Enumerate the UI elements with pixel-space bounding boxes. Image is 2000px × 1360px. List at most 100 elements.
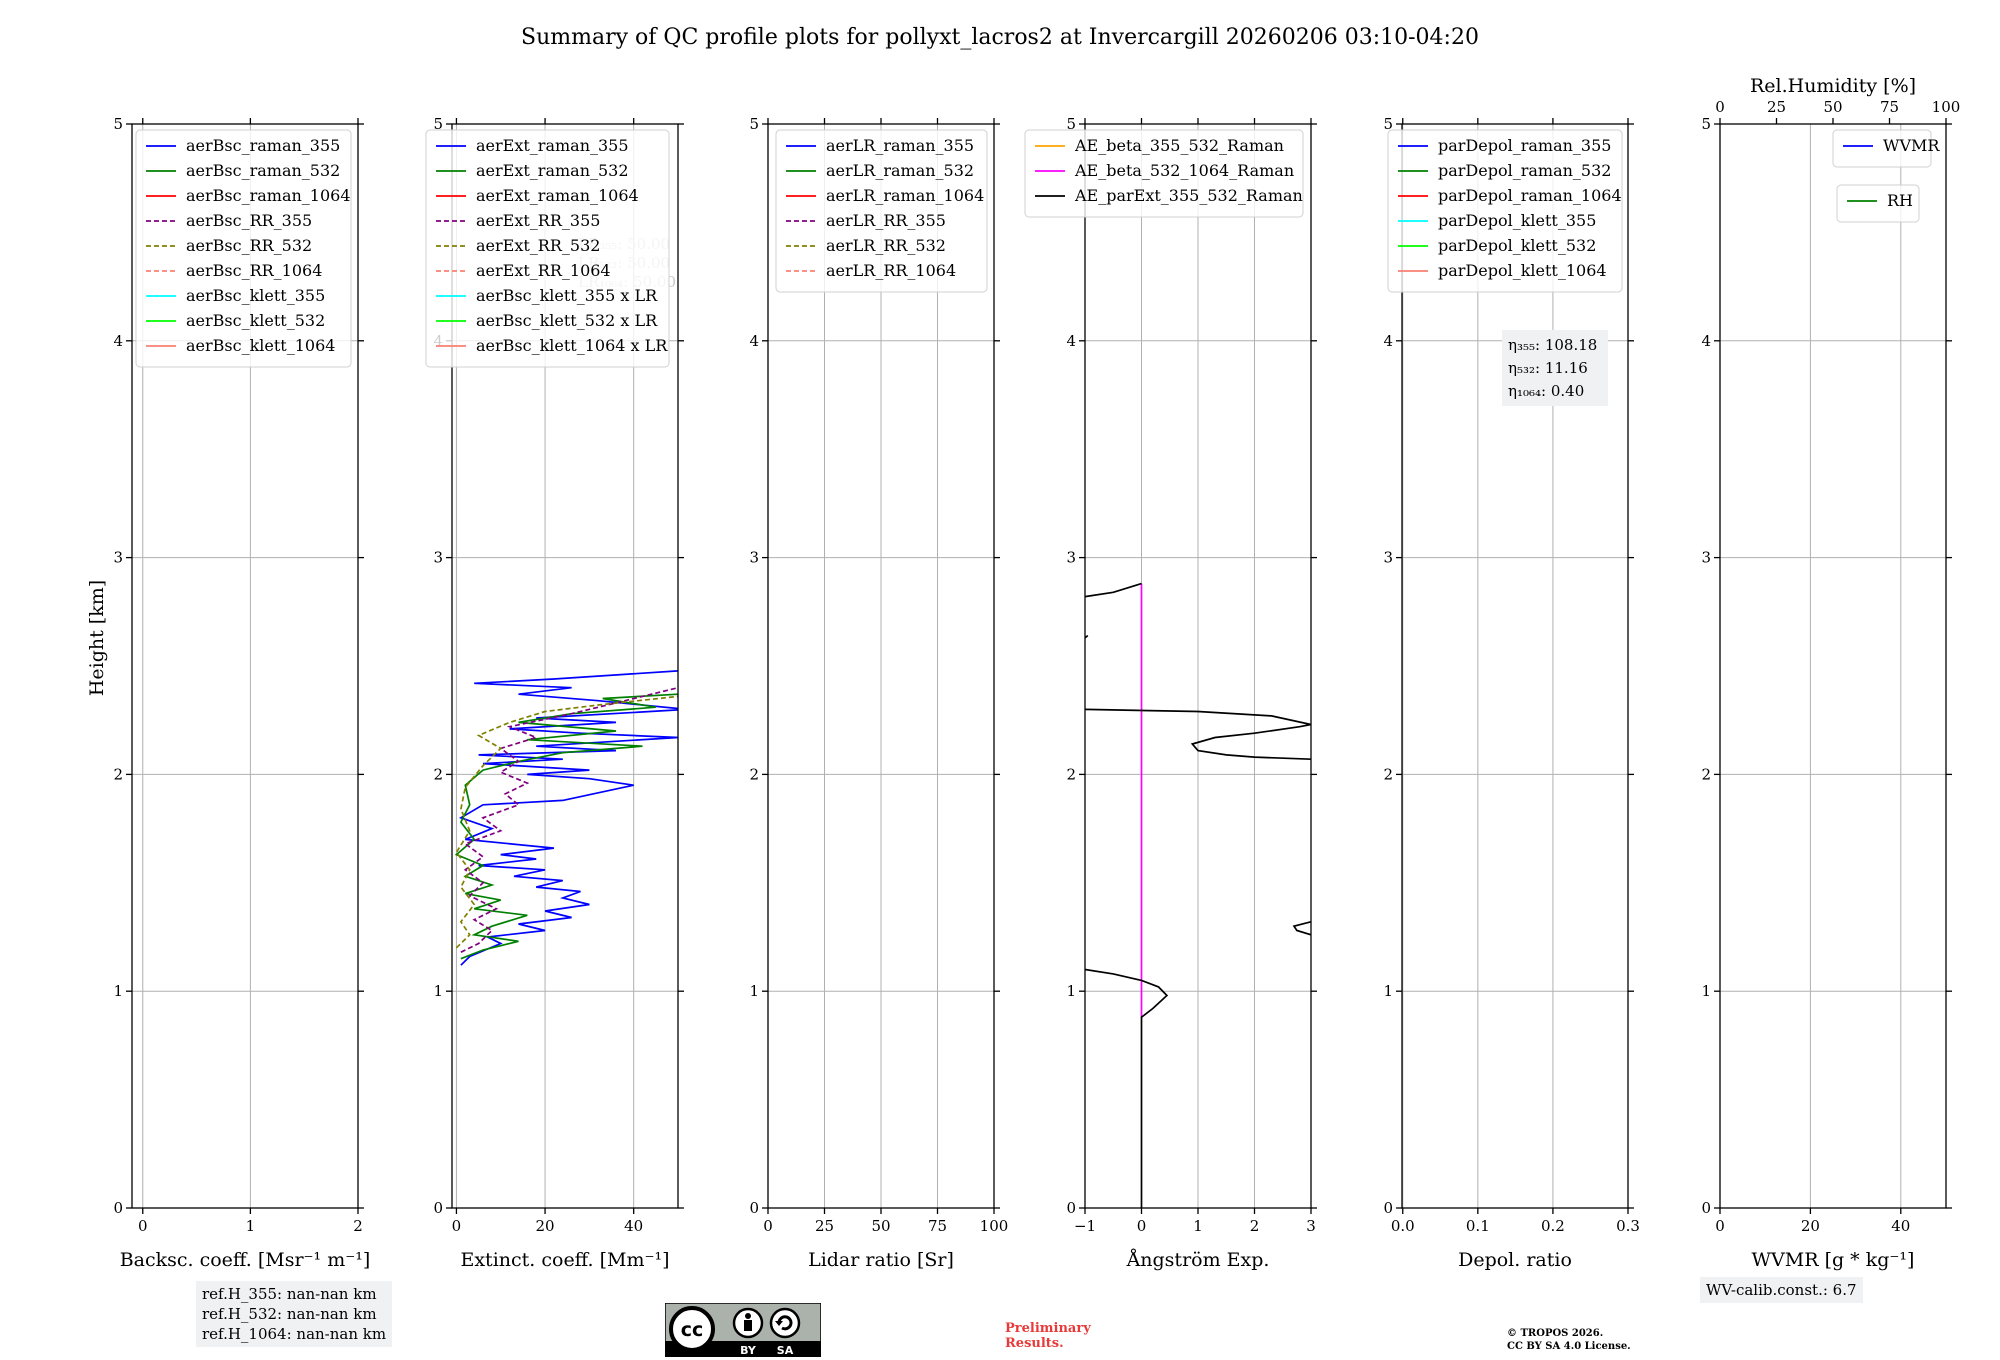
legend-label: aerBsc_klett_1064	[186, 336, 335, 355]
legend-box	[775, 129, 988, 293]
xtick-label: 0	[138, 1217, 148, 1235]
legend-label: aerBsc_klett_532 x LR	[476, 311, 658, 330]
legend: aerBsc_raman_355 aerBsc_raman_532 aerBsc_r…	[135, 129, 352, 368]
ytick-label: 4	[1383, 332, 1393, 350]
ytick-label: 4	[1066, 332, 1076, 350]
xtick-label: 0.3	[1616, 1217, 1640, 1235]
share-alike-icon	[769, 1307, 801, 1339]
legend-label: aerLR_raman_532	[826, 161, 974, 180]
legend-label: aerBsc_klett_1064 x LR	[476, 336, 668, 355]
ytick-label: 5	[749, 115, 759, 133]
legend-label: aerBsc_klett_532	[186, 311, 325, 330]
xtick-label: 0	[763, 1217, 773, 1235]
x-axis-label: WVMR [g * kg⁻¹]	[1752, 1249, 1915, 1271]
ytick-label: 5	[433, 115, 443, 133]
legend-label: aerBsc_RR_1064	[186, 261, 322, 280]
legend-label: aerLR_RR_355	[826, 211, 946, 230]
ytick-label: 3	[749, 549, 759, 567]
ytick-label: 0	[1066, 1199, 1076, 1217]
x-axis-label: Lidar ratio [Sr]	[808, 1249, 954, 1271]
legend-label: aerBsc_klett_355	[186, 286, 325, 305]
ytick-label: 2	[1383, 765, 1393, 783]
legend-label: WVMR	[1883, 136, 1940, 155]
legend-box	[135, 129, 352, 368]
legend-label: aerBsc_RR_355	[186, 211, 312, 230]
wv-calibration-constant: WV-calib.const.: 6.7	[1706, 1281, 1857, 1299]
figure-title: Summary of QC profile plots for pollyxt_…	[521, 25, 1479, 50]
ytick-label: 2	[1066, 765, 1076, 783]
xtick-label: 0.2	[1541, 1217, 1565, 1235]
top-xtick-label: 25	[1767, 98, 1786, 116]
ytick-label: 4	[749, 332, 759, 350]
xtick-label: 0	[452, 1217, 462, 1235]
ytick-label: 3	[1383, 549, 1393, 567]
ytick-label: 5	[1701, 115, 1711, 133]
ytick-label: 1	[1383, 982, 1393, 1000]
legend: AE_beta_355_532_Raman AE_beta_532_1064_Ra…	[1024, 129, 1304, 218]
reference-height-box: ref.H_355: nan-nan km ref.H_532: nan-nan…	[196, 1281, 393, 1347]
ytick-label: 0	[433, 1199, 443, 1217]
legend-label: aerLR_RR_532	[826, 236, 946, 255]
xtick-label: 40	[624, 1217, 643, 1235]
ytick-label: 1	[113, 982, 123, 1000]
ytick-label: 0	[1383, 1199, 1393, 1217]
xtick-label: 2	[353, 1217, 363, 1235]
ytick-label: 4	[1701, 332, 1711, 350]
xtick-label: 0	[1715, 1217, 1725, 1235]
legend-label: aerExt_raman_532	[476, 161, 629, 180]
series-group	[1085, 582, 1311, 1208]
xtick-label: 25	[815, 1217, 834, 1235]
legend-label: AE_beta_532_1064_Raman	[1074, 161, 1294, 180]
legend-label: aerExt_RR_532	[476, 236, 600, 255]
series-aerExt_raman_355	[458, 670, 678, 966]
legend-label: aerExt_raman_1064	[476, 186, 639, 205]
legend: aerLR_raman_355 aerLR_raman_532 aerLR_rama…	[775, 129, 988, 293]
legend-rh: RH	[1836, 184, 1920, 223]
ytick-label: 3	[113, 549, 123, 567]
panel-bsc: 0 1 2 3 4 5 0 1 2 Backsc. coeff. [Msr⁻¹ m⁻¹] aerBs…	[113, 115, 370, 1271]
x-axis-label: Extinct. coeff. [Mm⁻¹]	[460, 1249, 669, 1271]
ytick-label: 1	[1701, 982, 1711, 1000]
legend-label: parDepol_klett_1064	[1438, 261, 1607, 280]
preliminary-results-note: Preliminary Results.	[1005, 1321, 1091, 1351]
top-xtick-label: 75	[1880, 98, 1899, 116]
ref-height-1064: ref.H_1064: nan-nan km	[202, 1325, 387, 1343]
axes-frame	[1401, 123, 1629, 1209]
legend-box	[1387, 129, 1623, 293]
series-AE_parExt_355_532_Raman	[1085, 968, 1169, 1208]
legend-box	[1832, 129, 1932, 168]
legend-label: aerBsc_raman_1064	[186, 186, 351, 205]
x-axis-label: Depol. ratio	[1458, 1249, 1572, 1271]
ytick-label: 1	[749, 982, 759, 1000]
ytick-label: 0	[749, 1199, 759, 1217]
ytick-label: 5	[1383, 115, 1393, 133]
xtick-label: 20	[1801, 1217, 1820, 1235]
ytick-label: 5	[1066, 115, 1076, 133]
legend-label: aerLR_raman_355	[826, 136, 974, 155]
axes-frame	[1719, 123, 1947, 1209]
series-aerExt_RR_532	[455, 695, 678, 949]
xtick-label: 20	[536, 1217, 555, 1235]
cc-logo-text: cc	[681, 1319, 704, 1341]
ref-height-532: ref.H_532: nan-nan km	[202, 1305, 377, 1323]
top-xtick-label: 0	[1715, 98, 1725, 116]
preliminary-line-1: Preliminary	[1005, 1321, 1091, 1336]
ytick-label: 2	[1701, 765, 1711, 783]
y-axis-label: Height [km]	[86, 580, 108, 696]
preliminary-line-2: Results.	[1005, 1336, 1064, 1351]
legend-label: parDepol_klett_355	[1438, 211, 1596, 230]
legend-label: parDepol_raman_1064	[1438, 186, 1622, 205]
ytick-label: 3	[1701, 549, 1711, 567]
badge-by-text: BY	[740, 1344, 757, 1357]
legend-label: AE_beta_355_532_Raman	[1074, 136, 1284, 155]
axes-frame	[451, 123, 679, 1209]
series-aerExt_raman_532	[454, 693, 678, 960]
top-xtick-label: 100	[1932, 98, 1961, 116]
xtick-label: 50	[871, 1217, 890, 1235]
eta-box-bg	[1502, 330, 1608, 406]
legend: parDepol_raman_355 parDepol_raman_532 parD…	[1387, 129, 1623, 293]
ytick-label: 3	[433, 549, 443, 567]
